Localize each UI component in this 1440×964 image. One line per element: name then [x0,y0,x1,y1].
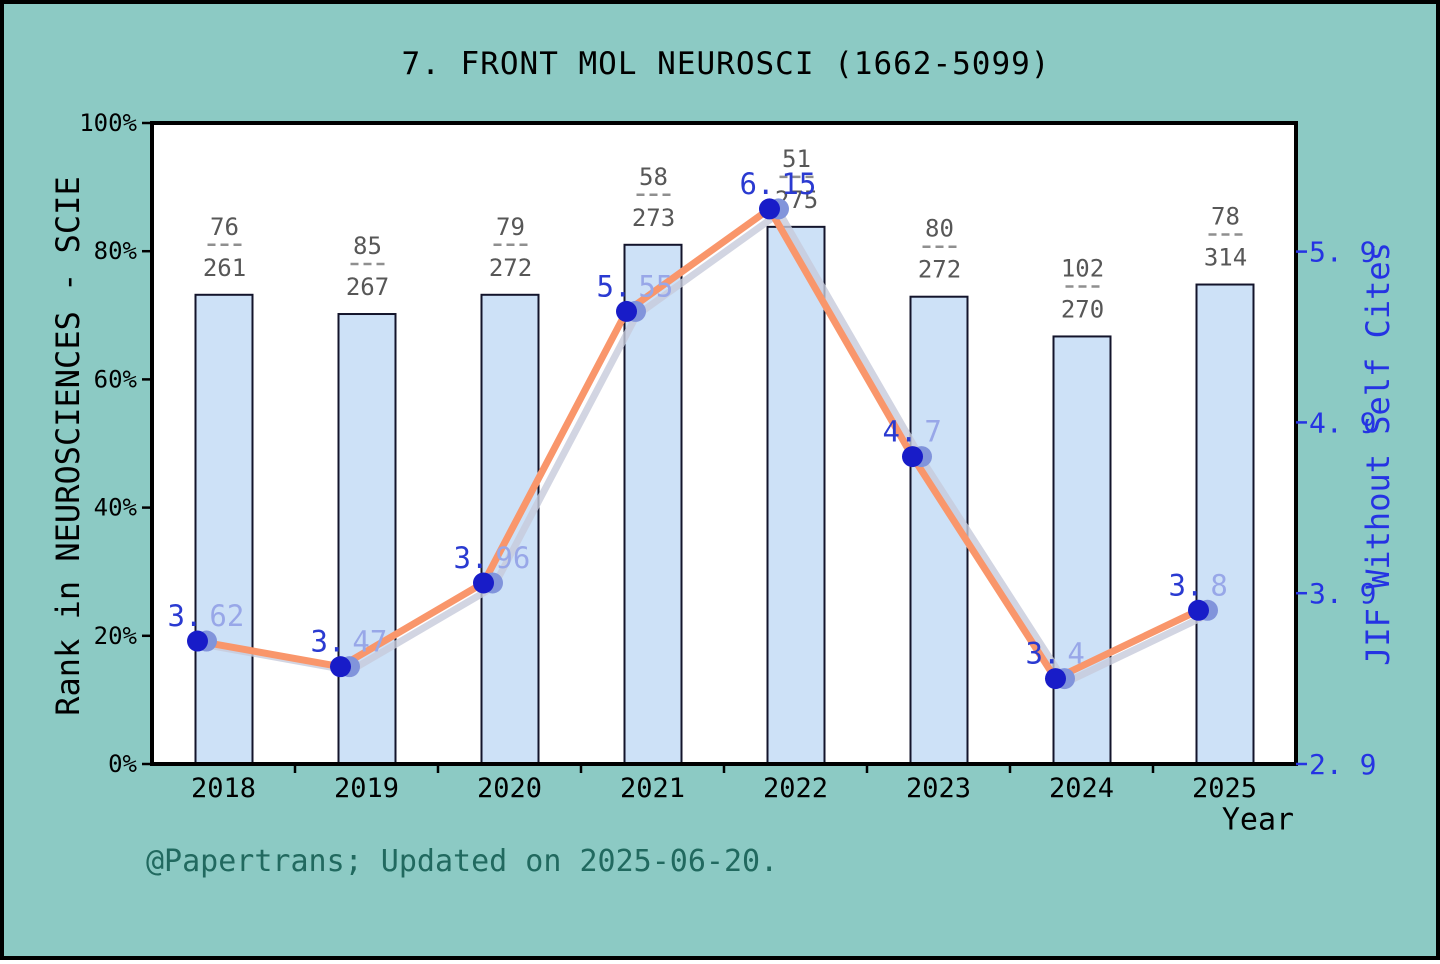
marker-2024 [1045,668,1066,690]
x-tick-label-2020: 2020 [477,773,542,804]
point-label-2023: 4. 7 [883,415,942,449]
x-tick-label-2021: 2021 [620,773,685,804]
bar-2018 [194,293,254,765]
right-tick-label: 3. 9 [1309,577,1376,610]
rank-denominator-2024: 270 [1061,295,1104,323]
point-label-2018: 3. 62 [168,599,245,633]
marker-2025 [1188,599,1209,621]
x-tick-label-2018: 2018 [191,773,256,804]
chart-title: 7. FRONT MOL NEUROSCI (1662-5099) [401,46,1051,82]
rank-denominator-2018: 261 [203,254,246,282]
marker-2021 [616,300,637,322]
point-label-2024: 3. 4 [1026,637,1085,671]
rank-numerator-2019: 85 [353,232,382,260]
point-label-2021: 5. 55 [597,269,674,303]
bar-2022 [766,225,826,766]
x-tick-label-2022: 2022 [763,773,828,804]
x-axis-title: Year [1221,802,1295,838]
left-tick-label: 0% [108,750,137,778]
marker-2019 [330,656,351,678]
bar-2024 [1052,335,1112,765]
rank-numerator-2018: 76 [210,213,239,241]
point-label-2020: 3. 96 [454,541,531,575]
x-tick-label-2019: 2019 [334,773,399,804]
left-tick-label: 80% [94,237,138,265]
marker-2022 [759,198,780,220]
left-tick-label: 40% [94,494,138,522]
rank-numerator-2021: 58 [639,163,668,191]
x-tick-label-2025: 2025 [1192,773,1257,804]
footer-credit: @Papertrans; Updated on 2025-06-20. [146,844,779,879]
right-tick-label: 4. 9 [1309,406,1376,439]
rank-denominator-2025: 314 [1204,244,1247,272]
bar-2019 [337,313,397,765]
rank-numerator-2025: 78 [1211,203,1240,231]
left-tick-label: 100% [79,109,137,137]
bar-2023 [909,295,969,765]
rank-numerator-2024: 102 [1061,254,1104,282]
marker-2020 [473,572,494,594]
rank-denominator-2023: 272 [918,256,961,284]
jif-line [194,205,1202,683]
point-label-2019: 3. 47 [311,625,388,659]
rank-numerator-2020: 79 [496,213,525,241]
rank-numerator-2023: 80 [925,215,954,243]
left-tick-label: 60% [94,365,138,393]
rank-denominator-2020: 272 [489,254,532,282]
point-label-2022: 6. 15 [740,167,817,201]
x-tick-label-2024: 2024 [1049,773,1114,804]
right-tick-label: 5. 9 [1309,236,1376,269]
rank-denominator-2021: 273 [632,204,675,232]
left-tick-label: 20% [94,622,138,650]
bar-2025 [1195,283,1255,765]
point-label-2025: 3. 8 [1169,568,1228,602]
marker-2018 [187,630,208,652]
rank-denominator-2019: 267 [346,273,389,301]
rank-numerator-2022: 51 [782,145,811,173]
bar-2021 [623,243,683,766]
marker-2023 [902,446,923,468]
right-tick-label: 2. 9 [1309,748,1376,781]
x-tick-label-2023: 2023 [906,773,971,804]
jif-line-shadow [204,209,1212,687]
